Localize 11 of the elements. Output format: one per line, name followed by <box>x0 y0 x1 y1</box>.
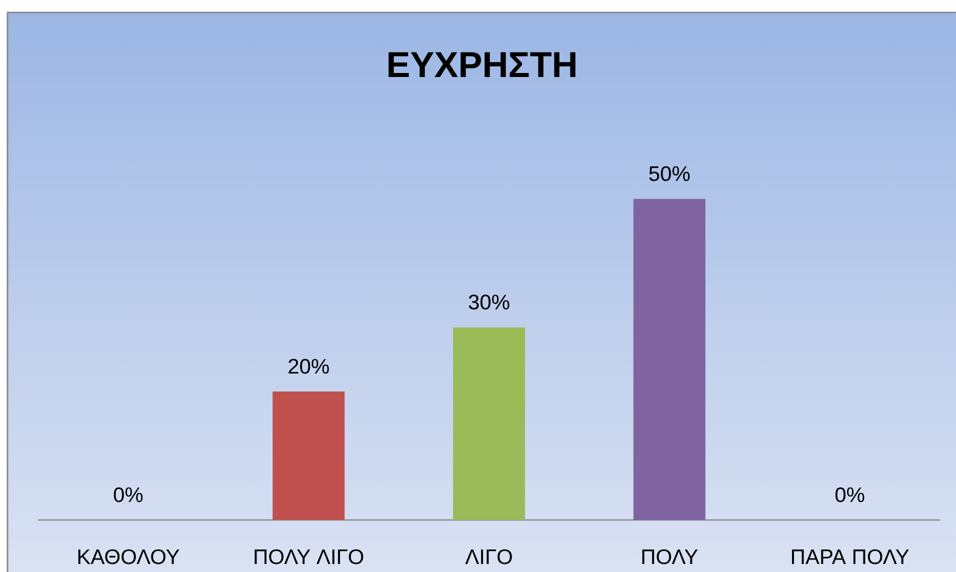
data-label: 0% <box>114 487 143 502</box>
x-tick-label: ΠΟΛΥ <box>642 549 698 564</box>
x-tick-label: ΚΑΘΟΛΟΥ <box>78 549 180 564</box>
x-tick-label: ΠΟΛΥ ΛΙΓΟ <box>254 549 364 564</box>
x-tick-label: ΠΑΡΑ ΠΟΛΥ <box>792 549 909 564</box>
data-label: 30% <box>468 294 510 310</box>
data-label: 0% <box>835 487 864 502</box>
x-tick-label: ΛΙΓΟ <box>465 549 512 564</box>
data-label: 50% <box>649 166 690 182</box>
chart-title: ΕΥΧΡΗΣΤΗ <box>388 52 576 77</box>
data-label: 20% <box>288 358 329 374</box>
